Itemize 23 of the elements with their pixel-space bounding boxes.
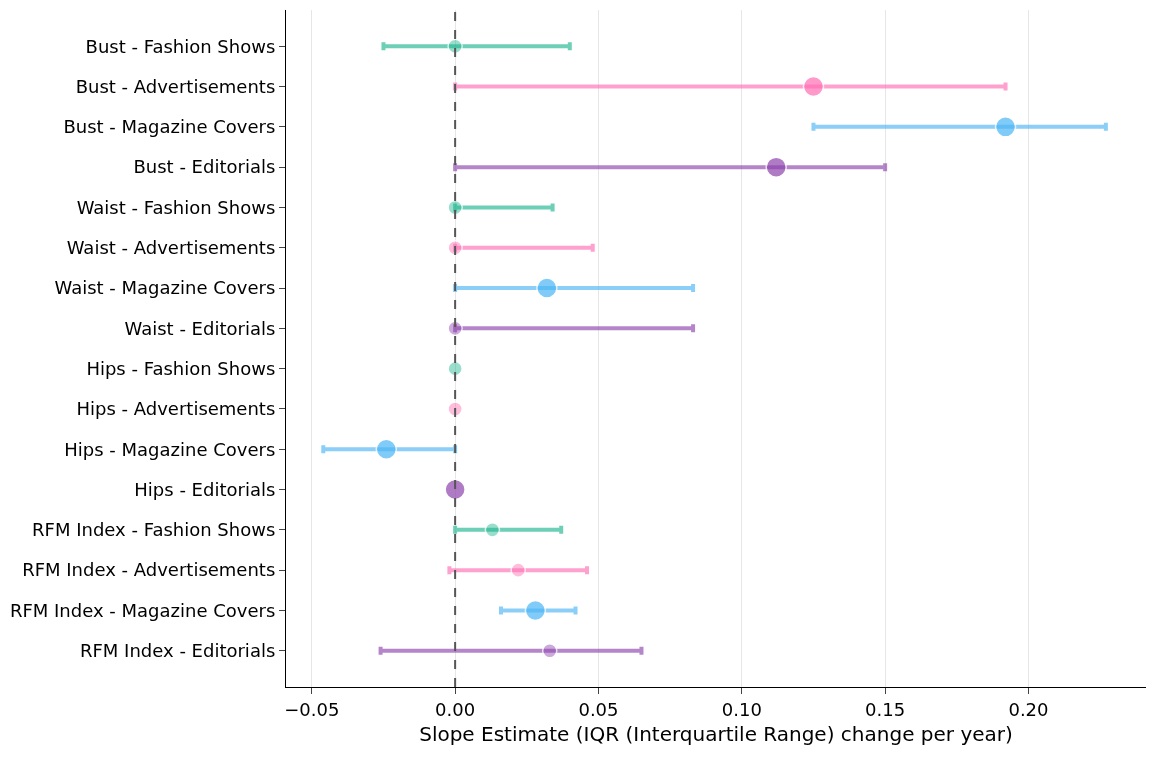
x-tick-label: 0.10 — [721, 698, 762, 720]
x-tick-label: 0.05 — [578, 698, 619, 720]
x-tick-label: −0.05 — [284, 698, 340, 720]
x-tick-label: 0.15 — [865, 698, 906, 720]
y-tick-label: RFM Index - Magazine Covers — [9, 599, 276, 621]
y-tick-label: Hips - Magazine Covers — [64, 438, 276, 460]
y-tick-label: Hips - Fashion Shows — [86, 357, 276, 379]
y-tick-label: RFM Index - Fashion Shows — [32, 519, 276, 541]
y-tick-label: Hips - Editorials — [134, 478, 276, 500]
y-tick-label: Bust - Magazine Covers — [63, 116, 276, 138]
y-tick-label: Waist - Magazine Covers — [54, 277, 276, 299]
y-tick-label: RFM Index - Editorials — [80, 640, 276, 662]
y-tick-label: Bust - Advertisements — [75, 75, 276, 97]
y-tick-label: Hips - Advertisements — [76, 398, 276, 420]
x-axis-title: Slope Estimate (IQR (Interquartile Range) change per year) — [419, 722, 1013, 747]
y-tick-label: RFM Index - Advertisements — [22, 559, 276, 581]
x-tick-label: 0.20 — [1008, 698, 1049, 720]
y-tick-label: Waist - Advertisements — [66, 237, 276, 259]
x-tick-label: 0.00 — [435, 698, 476, 720]
y-tick-label: Bust - Fashion Shows — [85, 35, 276, 57]
y-tick-label: Bust - Editorials — [133, 156, 276, 178]
y-tick-label: Waist - Editorials — [124, 317, 276, 339]
y-tick-label: Waist - Fashion Shows — [76, 196, 276, 218]
